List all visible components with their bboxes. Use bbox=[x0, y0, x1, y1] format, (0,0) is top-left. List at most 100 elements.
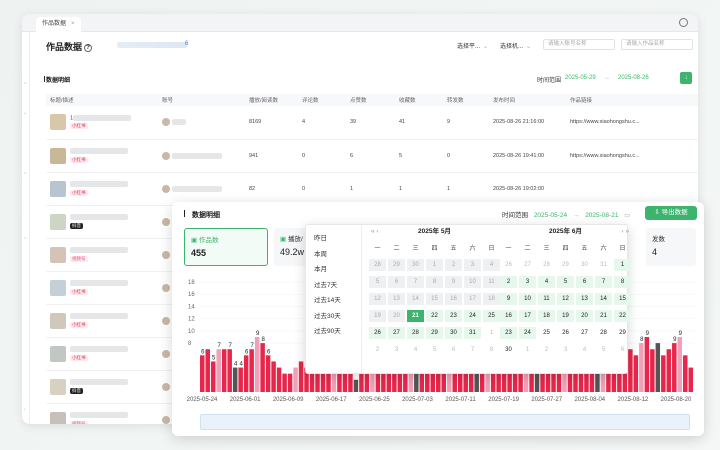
tab-works-data[interactable]: 作品数据 × bbox=[36, 17, 81, 32]
day-cell[interactable]: 16 bbox=[499, 307, 518, 324]
chart-bar[interactable] bbox=[452, 361, 457, 392]
day-cell[interactable]: 22 bbox=[425, 307, 444, 324]
col-link[interactable]: 作品链接 bbox=[566, 94, 698, 106]
col-shares[interactable]: 转发数 bbox=[443, 94, 489, 106]
shortcut-option[interactable]: 过去90天 bbox=[314, 328, 341, 335]
day-cell[interactable]: 9 bbox=[444, 273, 463, 290]
shortcut-option[interactable]: 过去7天 bbox=[314, 281, 338, 289]
chart-bar[interactable] bbox=[562, 373, 567, 392]
chart-bar[interactable] bbox=[337, 367, 342, 392]
chart-bar[interactable] bbox=[353, 379, 359, 392]
chart-bar[interactable] bbox=[315, 367, 320, 392]
chart-bar[interactable] bbox=[348, 373, 353, 392]
chart-bar[interactable] bbox=[364, 367, 370, 392]
chart-bar[interactable] bbox=[375, 373, 381, 392]
chart-bar[interactable] bbox=[496, 373, 501, 392]
day-cell[interactable]: 12 bbox=[556, 290, 575, 307]
day-cell[interactable]: 5 bbox=[425, 341, 444, 358]
day-cell[interactable]: 8 bbox=[613, 273, 632, 290]
chart-bar[interactable] bbox=[633, 355, 639, 392]
work-link[interactable] bbox=[566, 172, 698, 206]
day-cell[interactable]: 25 bbox=[537, 324, 556, 341]
chart-bar[interactable] bbox=[463, 373, 468, 392]
col-account[interactable]: 账号 bbox=[158, 94, 245, 106]
work-search-input[interactable]: 请输入作品名称 bbox=[621, 39, 693, 50]
day-cell[interactable]: 4 bbox=[482, 256, 501, 273]
day-cell[interactable]: 17 bbox=[463, 290, 482, 307]
chart-bar[interactable] bbox=[540, 373, 545, 392]
chevron-down-icon[interactable]: ⌄ bbox=[23, 110, 28, 116]
col-time[interactable]: 发布时间 bbox=[489, 94, 566, 106]
day-cell[interactable]: 1 bbox=[518, 341, 537, 358]
day-cell[interactable]: 31 bbox=[594, 256, 613, 273]
day-cell[interactable]: 14 bbox=[594, 290, 613, 307]
day-cell[interactable]: 6 bbox=[387, 273, 406, 290]
day-cell[interactable]: 15 bbox=[425, 290, 444, 307]
chart-bar[interactable] bbox=[529, 367, 534, 392]
chart-bar[interactable] bbox=[600, 367, 606, 392]
chart-bar[interactable] bbox=[468, 373, 474, 392]
platform-select[interactable]: 选择平... ⌄ bbox=[457, 41, 488, 50]
chart-bar[interactable] bbox=[479, 361, 485, 392]
stat-card-shares[interactable]: 发数 4 bbox=[646, 228, 696, 266]
chart-bar[interactable] bbox=[672, 343, 677, 392]
chart-bar[interactable] bbox=[386, 361, 392, 392]
day-cell[interactable]: 23 bbox=[499, 324, 518, 341]
day-cell[interactable]: 1 bbox=[425, 256, 444, 273]
chart-bar[interactable] bbox=[271, 361, 276, 392]
chart-bar[interactable] bbox=[512, 373, 518, 392]
day-cell[interactable]: 17 bbox=[518, 307, 537, 324]
day-cell[interactable]: 29 bbox=[425, 324, 444, 341]
chart-bar[interactable] bbox=[534, 367, 540, 392]
chart-bar[interactable] bbox=[425, 373, 430, 392]
day-cell[interactable]: 8 bbox=[482, 341, 501, 358]
chart-bar[interactable] bbox=[507, 367, 512, 392]
day-cell[interactable]: 29 bbox=[556, 256, 575, 273]
chart-bar[interactable] bbox=[210, 361, 216, 392]
chevron-up-icon[interactable]: ⌃ bbox=[23, 82, 28, 88]
chart-bar[interactable] bbox=[556, 367, 562, 392]
day-cell[interactable]: 27 bbox=[575, 324, 594, 341]
day-cell[interactable]: 1 bbox=[482, 324, 501, 341]
chart-bar[interactable] bbox=[331, 367, 337, 392]
day-cell[interactable]: 8 bbox=[425, 273, 444, 290]
chart-bar[interactable] bbox=[260, 343, 265, 392]
day-cell[interactable]: 3 bbox=[556, 341, 575, 358]
chart-bar[interactable] bbox=[688, 367, 693, 392]
day-cell[interactable]: 24 bbox=[518, 324, 537, 341]
day-cell[interactable]: 12 bbox=[368, 290, 387, 307]
day-cell[interactable]: 2 bbox=[537, 341, 556, 358]
chart-bar[interactable] bbox=[403, 373, 408, 392]
account-search-input[interactable]: 请输入账号名称 bbox=[543, 39, 615, 50]
chart-bar[interactable] bbox=[238, 367, 243, 392]
close-icon[interactable]: × bbox=[71, 21, 75, 27]
chart-bar[interactable] bbox=[254, 337, 260, 392]
day-cell[interactable]: 30 bbox=[499, 341, 518, 358]
day-cell[interactable]: 4 bbox=[537, 273, 556, 290]
day-cell[interactable]: 7 bbox=[594, 273, 613, 290]
chart-bar[interactable] bbox=[523, 373, 529, 392]
next-nav-icon[interactable]: › » bbox=[621, 228, 629, 235]
chart-bar[interactable] bbox=[397, 373, 403, 392]
chart-bar[interactable] bbox=[265, 355, 271, 392]
chart-bar[interactable] bbox=[589, 361, 595, 392]
clock-icon[interactable] bbox=[679, 18, 688, 27]
chart-bar[interactable] bbox=[232, 367, 238, 392]
range-start[interactable]: 2025-05-29 bbox=[565, 75, 596, 81]
day-cell[interactable]: 18 bbox=[482, 290, 501, 307]
day-cell[interactable]: 25 bbox=[482, 307, 501, 324]
day-cell[interactable]: 6 bbox=[613, 341, 632, 358]
chart-bar[interactable] bbox=[359, 373, 364, 392]
chart-bar[interactable] bbox=[650, 349, 655, 392]
chart-bar[interactable] bbox=[661, 355, 666, 392]
day-cell[interactable]: 5 bbox=[368, 273, 387, 290]
day-cell[interactable]: 16 bbox=[444, 290, 463, 307]
chart-bar[interactable] bbox=[457, 367, 463, 392]
export-button[interactable]: ⇩ 导出数据 bbox=[645, 206, 697, 220]
day-cell[interactable]: 3 bbox=[463, 256, 482, 273]
chart-bar[interactable] bbox=[200, 355, 205, 392]
col-plays[interactable]: 播放/阅读数 bbox=[245, 94, 298, 106]
range-slider[interactable] bbox=[200, 414, 690, 430]
chart-bar[interactable] bbox=[342, 361, 348, 392]
chevron-up-icon[interactable]: ⌃ bbox=[23, 172, 28, 178]
